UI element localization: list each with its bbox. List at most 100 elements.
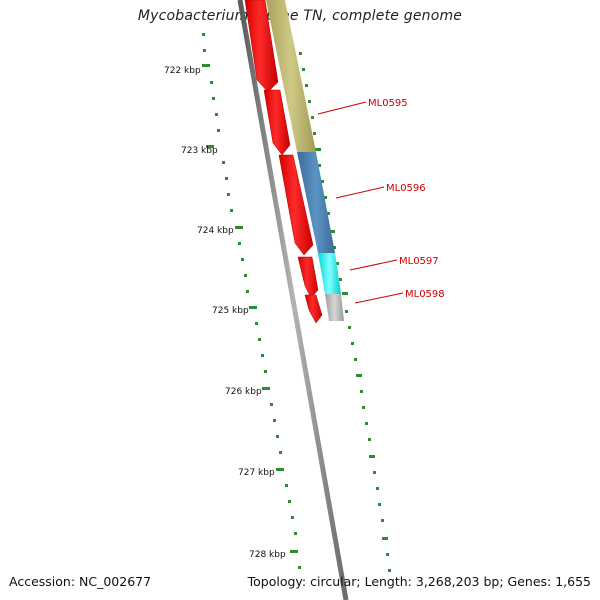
tick-mark <box>202 33 205 36</box>
gene-label-ML0596[interactable]: ML0596 <box>386 183 426 194</box>
tick-mark <box>373 471 376 474</box>
tick-mark <box>249 306 257 309</box>
scale-label-724: 724 kbp <box>197 226 234 236</box>
tick-mark <box>255 322 258 325</box>
tick-mark <box>311 116 314 119</box>
tick-mark <box>376 487 379 490</box>
scale-ticks <box>202 33 391 572</box>
tick-mark <box>279 451 282 454</box>
tick-mark <box>362 406 365 409</box>
gene-label-ML0598[interactable]: ML0598 <box>405 289 445 300</box>
scale-label-727: 727 kbp <box>238 468 275 478</box>
tick-mark <box>238 242 241 245</box>
gene-labels: ML0595 ML0596 ML0597 ML0598 <box>368 98 445 300</box>
tick-mark <box>217 129 220 132</box>
reverse-strand-genes <box>244 0 323 324</box>
label-line-ML0597 <box>349 259 398 271</box>
tick-mark <box>342 292 348 295</box>
tick-mark <box>203 49 206 52</box>
tick-mark <box>351 342 354 345</box>
gene-ML0598 <box>325 294 344 321</box>
tick-mark <box>368 438 371 441</box>
red-gene-arrow <box>263 89 291 156</box>
tick-mark <box>235 226 243 229</box>
label-line-ML0598 <box>354 292 404 304</box>
tick-mark <box>261 354 264 357</box>
tick-mark <box>315 148 321 151</box>
label-line-ML0595 <box>317 101 367 115</box>
tick-mark <box>215 113 218 116</box>
tick-mark <box>382 537 388 540</box>
tick-mark <box>348 326 351 329</box>
tick-mark <box>288 500 291 503</box>
tick-mark <box>356 374 362 377</box>
tick-mark <box>244 274 247 277</box>
tick-mark <box>258 338 261 341</box>
scale-label-725: 725 kbp <box>212 306 249 316</box>
tick-mark <box>386 553 389 556</box>
tick-mark <box>299 52 302 55</box>
tick-mark <box>354 358 357 361</box>
red-gene-arrow <box>244 0 279 93</box>
tick-mark <box>369 455 375 458</box>
tick-mark <box>345 310 348 313</box>
tick-mark <box>298 566 301 569</box>
tick-mark <box>264 370 267 373</box>
gene-label-ML0595[interactable]: ML0595 <box>368 98 408 109</box>
tick-mark <box>276 435 279 438</box>
genome-backbone <box>237 0 349 600</box>
tick-mark <box>290 550 298 553</box>
scale-label-722: 722 kbp <box>164 66 201 76</box>
tick-mark <box>294 532 297 535</box>
tick-mark <box>378 503 381 506</box>
tick-mark <box>360 390 363 393</box>
gene-label-lines <box>317 101 404 304</box>
inner-tick-row <box>299 52 391 572</box>
tick-mark <box>321 180 324 183</box>
scale-label-728: 728 kbp <box>249 550 286 560</box>
tick-mark <box>230 209 233 212</box>
tick-mark <box>333 246 336 249</box>
tick-mark <box>329 230 335 233</box>
gene-ML0596 <box>297 152 335 253</box>
forward-strand-genes <box>266 0 344 321</box>
tick-mark <box>241 258 244 261</box>
genome-summary-text: Topology: circular; Length: 3,268,203 bp… <box>247 574 591 589</box>
gene-label-ML0597[interactable]: ML0597 <box>399 256 439 267</box>
label-line-ML0596 <box>335 186 385 199</box>
tick-mark <box>318 164 321 167</box>
red-gene-arrow <box>278 154 314 256</box>
tick-mark <box>313 132 316 135</box>
tick-mark <box>302 68 305 71</box>
tick-mark <box>339 278 342 281</box>
gene-ML0597 <box>318 253 341 294</box>
tick-mark <box>222 161 225 164</box>
tick-mark <box>206 145 214 148</box>
tick-mark <box>270 403 273 406</box>
tick-mark <box>273 419 276 422</box>
tick-mark <box>365 422 368 425</box>
tick-mark <box>388 569 391 572</box>
tick-mark <box>327 212 330 215</box>
tick-mark <box>202 64 210 67</box>
tick-mark <box>291 516 294 519</box>
tick-mark <box>276 468 284 471</box>
tick-mark <box>212 97 215 100</box>
tick-mark <box>305 84 308 87</box>
tick-mark <box>308 100 311 103</box>
scale-labels: 722 kbp 723 kbp 724 kbp 725 kbp 726 kbp … <box>164 66 286 560</box>
tick-mark <box>336 262 339 265</box>
outer-tick-row <box>202 33 301 569</box>
tick-mark <box>324 196 327 199</box>
tick-mark <box>381 519 384 522</box>
tick-mark <box>225 177 228 180</box>
scale-label-726: 726 kbp <box>225 387 262 397</box>
tick-mark <box>227 193 230 196</box>
scale-label-723: 723 kbp <box>181 146 218 156</box>
tick-mark <box>262 387 270 390</box>
tick-mark <box>285 484 288 487</box>
tick-mark <box>246 290 249 293</box>
red-gene-arrow <box>304 294 323 324</box>
tick-mark <box>210 81 213 84</box>
